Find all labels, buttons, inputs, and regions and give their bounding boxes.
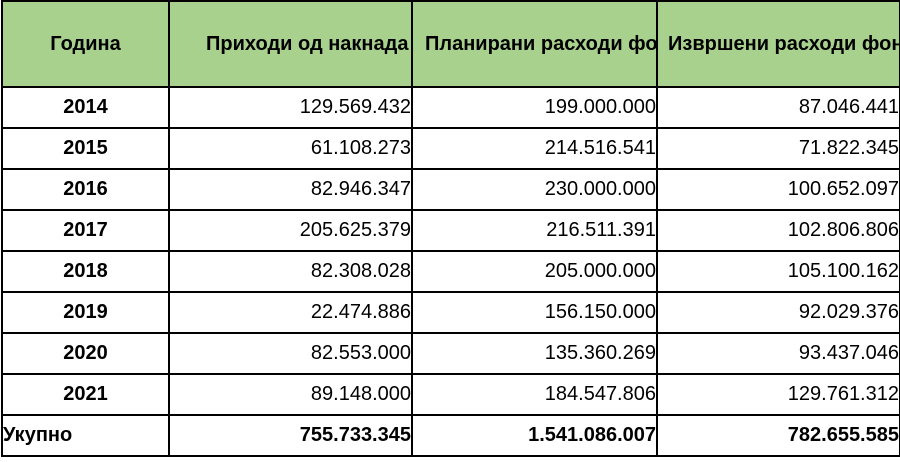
header-executed: Извршени расходи фонда: [656, 0, 900, 88]
planned-cell: 230.000.000: [411, 168, 658, 211]
planned-cell: 216.511.391: [411, 209, 658, 252]
total-planned: 1.541.086.007: [411, 414, 658, 457]
header-row: Година Приходи од накнада Планирани расх…: [1, 0, 900, 88]
table-row: 2014 129.569.432 199.000.000 87.046.441: [1, 86, 900, 129]
year-cell: 2018: [1, 250, 170, 293]
income-cell: 205.625.379: [168, 209, 413, 252]
income-cell: 82.308.028: [168, 250, 413, 293]
executed-cell: 105.100.162: [656, 250, 900, 293]
income-cell: 82.553.000: [168, 332, 413, 375]
year-cell: 2015: [1, 127, 170, 170]
income-cell: 82.946.347: [168, 168, 413, 211]
year-cell: 2021: [1, 373, 170, 416]
year-cell: 2020: [1, 332, 170, 375]
executed-cell: 100.652.097: [656, 168, 900, 211]
table-row: 2021 89.148.000 184.547.806 129.761.312: [1, 373, 900, 416]
income-cell: 61.108.273: [168, 127, 413, 170]
income-cell: 22.474.886: [168, 291, 413, 334]
planned-cell: 135.360.269: [411, 332, 658, 375]
header-planned: Планирани расходи фонда: [411, 0, 658, 88]
year-cell: 2017: [1, 209, 170, 252]
total-executed: 782.655.585: [656, 414, 900, 457]
income-cell: 129.569.432: [168, 86, 413, 129]
table-row: 2017 205.625.379 216.511.391 102.806.806: [1, 209, 900, 252]
year-cell: 2019: [1, 291, 170, 334]
year-cell: 2016: [1, 168, 170, 211]
total-label: Укупно: [1, 414, 170, 457]
planned-cell: 205.000.000: [411, 250, 658, 293]
table-row: 2018 82.308.028 205.000.000 105.100.162: [1, 250, 900, 293]
executed-cell: 92.029.376: [656, 291, 900, 334]
table-row: 2019 22.474.886 156.150.000 92.029.376: [1, 291, 900, 334]
executed-cell: 129.761.312: [656, 373, 900, 416]
total-income: 755.733.345: [168, 414, 413, 457]
table-row: 2020 82.553.000 135.360.269 93.437.046: [1, 332, 900, 375]
income-cell: 89.148.000: [168, 373, 413, 416]
executed-cell: 87.046.441: [656, 86, 900, 129]
planned-cell: 214.516.541: [411, 127, 658, 170]
header-year: Година: [1, 0, 170, 88]
table-row: 2015 61.108.273 214.516.541 71.822.345: [1, 127, 900, 170]
year-cell: 2014: [1, 86, 170, 129]
table-row: 2016 82.946.347 230.000.000 100.652.097: [1, 168, 900, 211]
total-row: Укупно 755.733.345 1.541.086.007 782.655…: [1, 414, 900, 457]
planned-cell: 199.000.000: [411, 86, 658, 129]
executed-cell: 93.437.046: [656, 332, 900, 375]
executed-cell: 71.822.345: [656, 127, 900, 170]
executed-cell: 102.806.806: [656, 209, 900, 252]
planned-cell: 156.150.000: [411, 291, 658, 334]
planned-cell: 184.547.806: [411, 373, 658, 416]
header-income: Приходи од накнада: [168, 0, 413, 88]
